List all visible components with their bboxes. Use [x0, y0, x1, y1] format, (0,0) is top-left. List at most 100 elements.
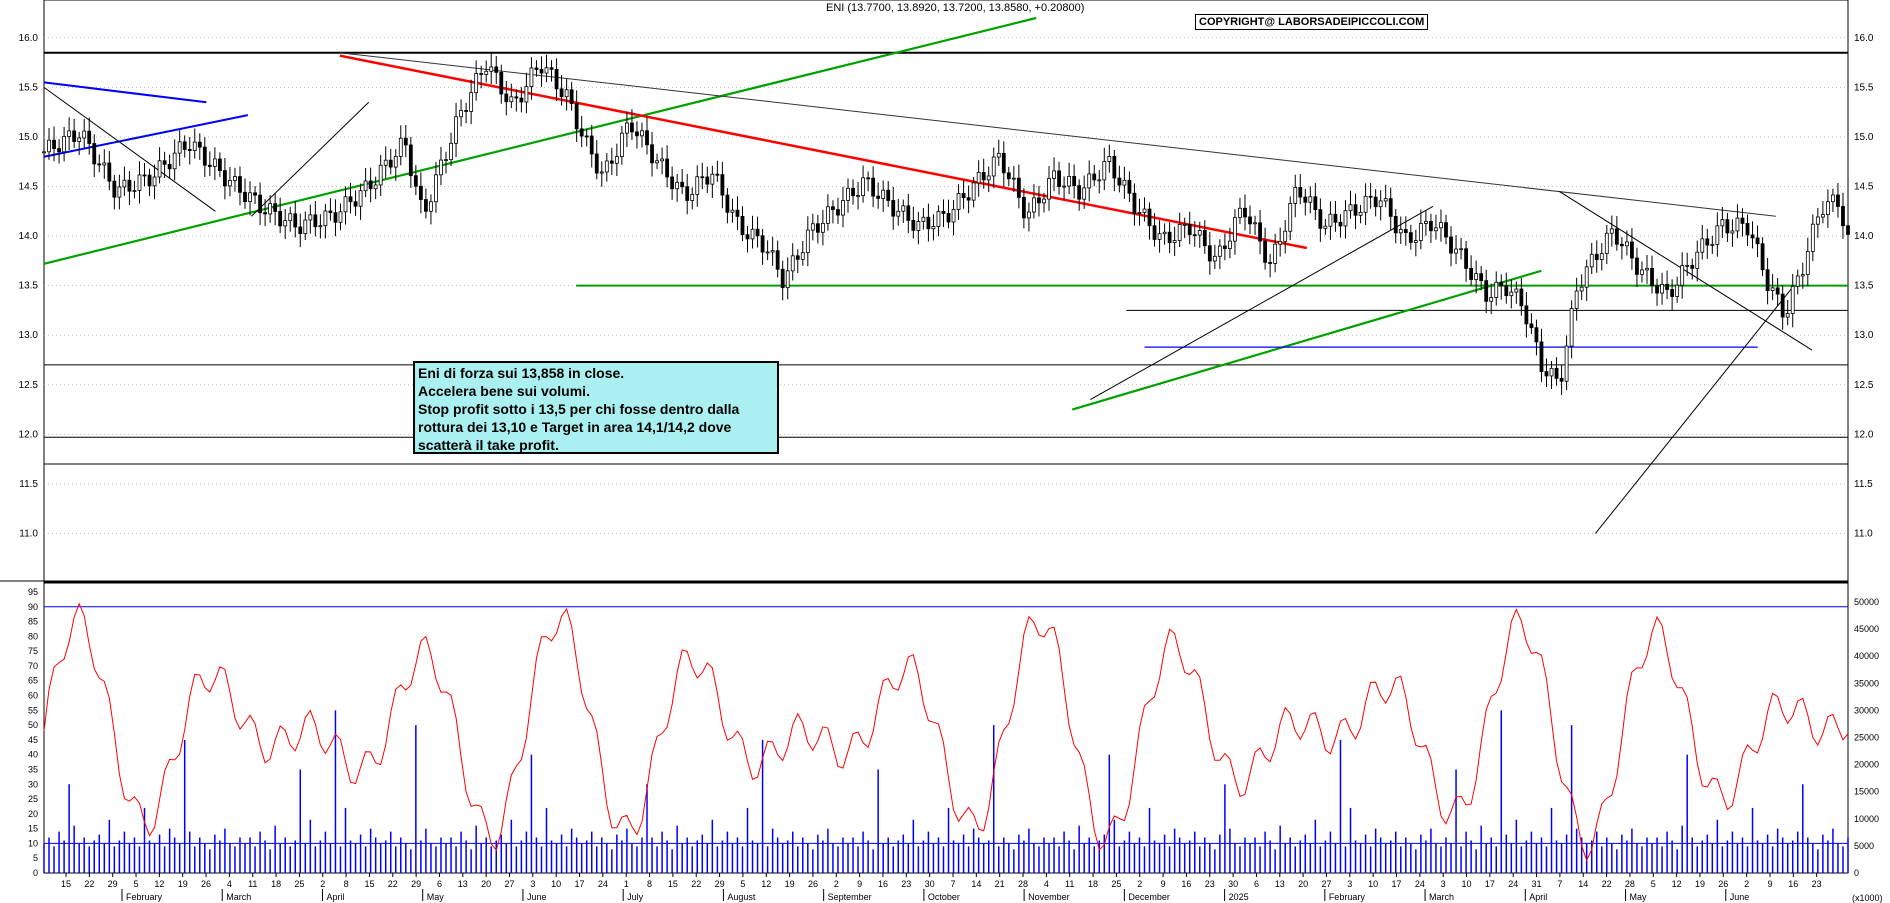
candle-body [675, 181, 680, 190]
candle-body [1685, 264, 1690, 267]
candle-body [1619, 243, 1624, 247]
candle-body [1333, 213, 1338, 223]
candle-body [499, 71, 504, 95]
candle-body [429, 201, 433, 212]
indicator-y-tick-right: 25000 [1854, 733, 1879, 743]
candle-body [871, 177, 876, 197]
candle-body [1765, 269, 1770, 291]
candle-body [1800, 274, 1805, 277]
x-day-tick: 28 [1018, 879, 1028, 889]
candle-body [313, 214, 318, 228]
candle-body [1549, 367, 1554, 377]
x-day-tick: 16 [1788, 879, 1798, 889]
trendline [43, 86, 216, 212]
candle-body [514, 96, 519, 99]
price-y-tick-right: 13.0 [1854, 330, 1874, 341]
candle-body [625, 122, 629, 134]
x-day-tick: 28 [1625, 879, 1635, 889]
candle-body [459, 109, 463, 118]
candle-body [454, 116, 458, 144]
candle-body [826, 206, 830, 224]
candle-body [348, 196, 353, 203]
price-y-tick-left: 15.0 [19, 132, 39, 143]
x-day-tick: 24 [1508, 879, 1518, 889]
candle-body [142, 174, 147, 177]
candle-body [1378, 200, 1383, 208]
candle-body [1122, 179, 1127, 186]
indicator-y-tick-left: 95 [28, 587, 38, 597]
candle-body [1504, 285, 1509, 297]
candle-body [318, 225, 323, 228]
candle-body [770, 250, 775, 253]
candle-body [604, 160, 609, 173]
candle-body [1449, 236, 1453, 254]
candle-body [1494, 281, 1499, 298]
x-day-tick: 27 [504, 879, 514, 889]
price-panel: 16.0 16.0 15.5 15.5 15.0 15.0 14.5 14.5 14.0 14.0… [19, 0, 1874, 584]
candle-body [1343, 210, 1348, 227]
x-day-tick: 27 [1321, 879, 1331, 889]
price-y-tick-left: 15.5 [19, 82, 39, 93]
candle-body [177, 141, 182, 154]
oscillator-line [43, 602, 1849, 862]
candle-body [655, 160, 659, 164]
candle-body [750, 228, 755, 240]
candle-body [946, 213, 951, 223]
indicator-y-tick-left: 65 [28, 676, 38, 686]
candle-body [1313, 196, 1318, 211]
candle-body [1413, 240, 1418, 243]
candle-body [243, 191, 247, 202]
candle-body [353, 201, 358, 207]
candle-body [1790, 285, 1795, 314]
candle-body [1353, 204, 1358, 216]
candle-body [1690, 264, 1695, 269]
x-day-tick: 13 [458, 879, 468, 889]
x-day-tick: 17 [575, 879, 585, 889]
candle-body [1217, 245, 1222, 257]
candle-body [1117, 177, 1122, 186]
candle-body [343, 196, 348, 213]
price-y-tick-left: 16.0 [19, 33, 39, 44]
candle-body [1539, 341, 1544, 372]
price-y-tick-left: 14.5 [19, 182, 39, 193]
indicator-unit-label: (x1000) [1852, 893, 1883, 903]
candle-body [1077, 185, 1082, 200]
indicator-y-tick-left: 10 [28, 838, 38, 848]
candle-body [408, 144, 413, 177]
candle-body [187, 149, 192, 151]
x-day-tick: 30 [925, 879, 935, 889]
indicator-y-tick-left: 70 [28, 661, 38, 671]
candle-body [182, 141, 187, 150]
candle-body [1825, 201, 1830, 215]
candle-body [841, 200, 845, 216]
candle-body [1373, 196, 1378, 208]
candle-body [67, 130, 72, 137]
x-day-tick: 8 [647, 879, 652, 889]
x-day-tick: 15 [364, 879, 374, 889]
indicator-y-tick-left: 0 [33, 868, 38, 878]
x-day-tick: 5 [134, 879, 139, 889]
x-month-tick: April [326, 892, 344, 902]
candle-body [72, 130, 77, 142]
candle-body [735, 209, 740, 217]
candle-body [851, 187, 855, 197]
candle-body [1640, 269, 1644, 275]
indicator-y-tick-right: 0 [1854, 868, 1859, 878]
x-day-tick: 23 [901, 879, 911, 889]
candle-body [368, 180, 373, 190]
x-day-tick: 7 [950, 879, 955, 889]
candle-body [996, 152, 1001, 158]
candle-body [866, 177, 871, 180]
candle-body [705, 176, 710, 185]
trendline [1071, 269, 1542, 411]
candle-body [1564, 345, 1569, 382]
candle-body [1137, 212, 1142, 214]
candle-body [1846, 225, 1850, 235]
candle-body [474, 73, 479, 94]
x-day-tick: 22 [84, 879, 94, 889]
x-day-tick: 16 [1181, 879, 1191, 889]
x-month-tick: March [1429, 892, 1454, 902]
candle-body [1323, 225, 1328, 229]
candle-body [207, 164, 212, 167]
x-month-tick: June [1730, 892, 1750, 902]
